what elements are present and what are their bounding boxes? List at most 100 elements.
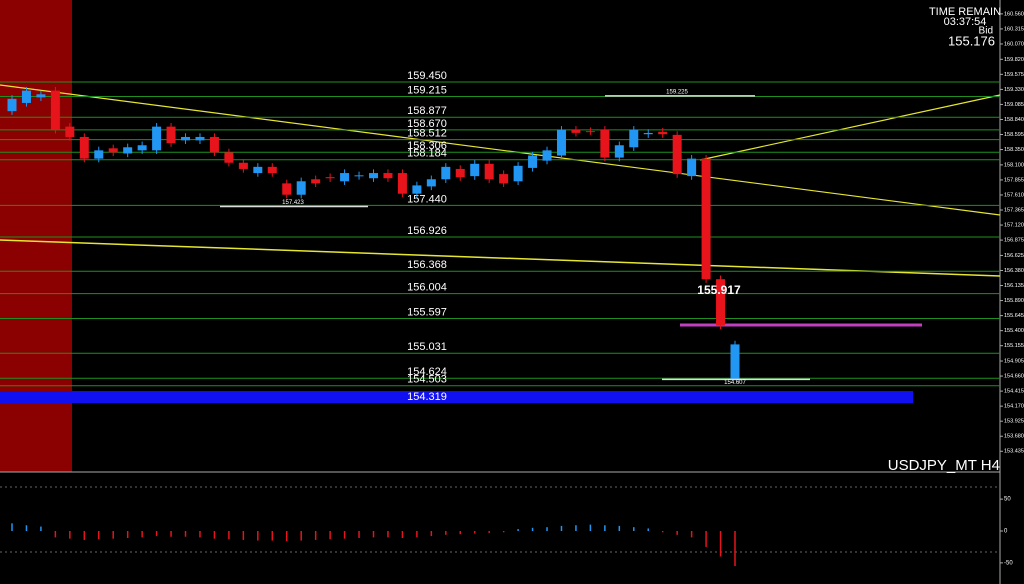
trend-line <box>0 239 1001 277</box>
trend-line <box>0 84 1001 216</box>
y-tick-label: 158.350 <box>1004 147 1024 153</box>
candle-body <box>7 98 17 112</box>
level-label: 156.004 <box>407 281 447 293</box>
level-label: 156.368 <box>407 259 447 271</box>
level-label: 159.450 <box>407 70 447 82</box>
candle-body <box>369 173 378 179</box>
candle-body <box>79 136 89 159</box>
y-tick-label: 156.135 <box>1004 283 1024 289</box>
candle-body <box>152 126 162 151</box>
level-label: 159.215 <box>407 84 447 96</box>
candle-body <box>108 148 118 153</box>
candle-body <box>412 185 422 194</box>
candle-body <box>528 155 538 168</box>
candle-body <box>397 173 407 194</box>
candle-body <box>354 175 364 177</box>
candle-body <box>600 129 610 158</box>
candle-body <box>253 166 263 174</box>
y-tick-label: 153.925 <box>1004 419 1024 425</box>
y-tick-label: 158.840 <box>1004 117 1024 123</box>
y-tick-label: 153.435 <box>1004 449 1024 455</box>
bid-band <box>0 391 913 404</box>
y-tick-label: 159.085 <box>1004 102 1024 108</box>
y-tick-label: 158.595 <box>1004 132 1024 138</box>
y-tick-label: 160.315 <box>1004 26 1024 32</box>
callout: 155.917 <box>697 283 741 297</box>
level-label: 156.926 <box>407 225 447 237</box>
candle-body <box>36 94 46 98</box>
candle-body <box>21 90 31 103</box>
candle-body <box>499 174 509 184</box>
y-tick-label: 159.820 <box>1004 57 1024 63</box>
y-tick-label: 156.625 <box>1004 253 1024 259</box>
candle-body <box>340 173 350 182</box>
candle-body <box>542 150 552 161</box>
candle-body <box>65 126 75 137</box>
osc-tick-label: 50 <box>1004 497 1011 503</box>
osc-tick-label: 0 <box>1004 529 1008 535</box>
osc-tick-label: -50 <box>1004 560 1013 566</box>
y-tick-label: 154.660 <box>1004 374 1024 380</box>
y-tick-label: 154.415 <box>1004 389 1024 395</box>
candle-body <box>585 131 595 133</box>
candle-body <box>195 136 205 141</box>
candle-body <box>282 183 292 195</box>
candle-body <box>571 129 581 133</box>
candle-body <box>267 166 277 174</box>
price-mark-label: 154.607 <box>724 380 746 386</box>
candle-body <box>556 129 566 156</box>
candle-body <box>426 179 436 187</box>
plot-layer: 160.560 160.315 160.070 159.820 159.575 159.3… <box>0 11 1024 566</box>
level-label: 154.624 <box>407 366 447 378</box>
chart-title: USDJPY_MT H4 <box>888 457 1000 474</box>
candle-body <box>325 177 335 179</box>
y-tick-label: 159.330 <box>1004 87 1024 93</box>
timer-time: 03:37:54 <box>944 16 987 28</box>
bid-value: 155.176 <box>948 33 995 48</box>
candle-body <box>614 145 624 158</box>
bid-band-label: 154.319 <box>407 391 447 403</box>
candle-body <box>224 152 234 163</box>
price-mark-label: 157.423 <box>282 200 304 206</box>
candle-body <box>311 179 321 184</box>
y-tick-label: 157.610 <box>1004 192 1024 198</box>
candle-body <box>701 158 711 280</box>
level-label: 158.877 <box>407 105 447 117</box>
candle-body <box>716 279 726 326</box>
bid-caption: Bid <box>979 26 993 37</box>
level-label: 158.184 <box>407 148 447 160</box>
y-tick-label: 155.645 <box>1004 313 1024 319</box>
y-tick-label: 156.380 <box>1004 268 1024 274</box>
candle-body <box>383 173 393 179</box>
candle-body <box>181 136 191 141</box>
y-tick-label: 157.120 <box>1004 223 1024 229</box>
candle-body <box>629 129 639 148</box>
candle-body <box>643 132 653 135</box>
y-tick-label: 153.680 <box>1004 434 1024 440</box>
candle-body <box>484 163 494 180</box>
candle-body <box>730 344 740 380</box>
candle-body <box>296 181 306 195</box>
level-label: 158.306 <box>407 140 447 152</box>
y-tick-label: 160.070 <box>1004 41 1024 47</box>
y-tick-label: 155.400 <box>1004 328 1024 334</box>
y-tick-label: 159.575 <box>1004 72 1024 78</box>
y-tick-label: 160.560 <box>1004 11 1024 17</box>
candle-body <box>209 136 219 153</box>
candle-body <box>50 90 60 130</box>
level-label: 154.503 <box>407 374 447 386</box>
candle-body <box>441 166 451 180</box>
level-label: 158.670 <box>407 118 447 130</box>
candle-body <box>123 147 133 154</box>
candle-body <box>470 163 480 177</box>
candle-body <box>455 168 465 178</box>
price-mark-label: 159.225 <box>666 89 688 95</box>
level-label: 155.031 <box>407 341 447 353</box>
y-tick-label: 155.890 <box>1004 298 1024 304</box>
timer-caption: TIME REMAIN <box>929 6 1001 18</box>
candle-body <box>166 126 176 144</box>
y-tick-label: 155.155 <box>1004 343 1024 349</box>
y-tick-label: 158.100 <box>1004 162 1024 168</box>
